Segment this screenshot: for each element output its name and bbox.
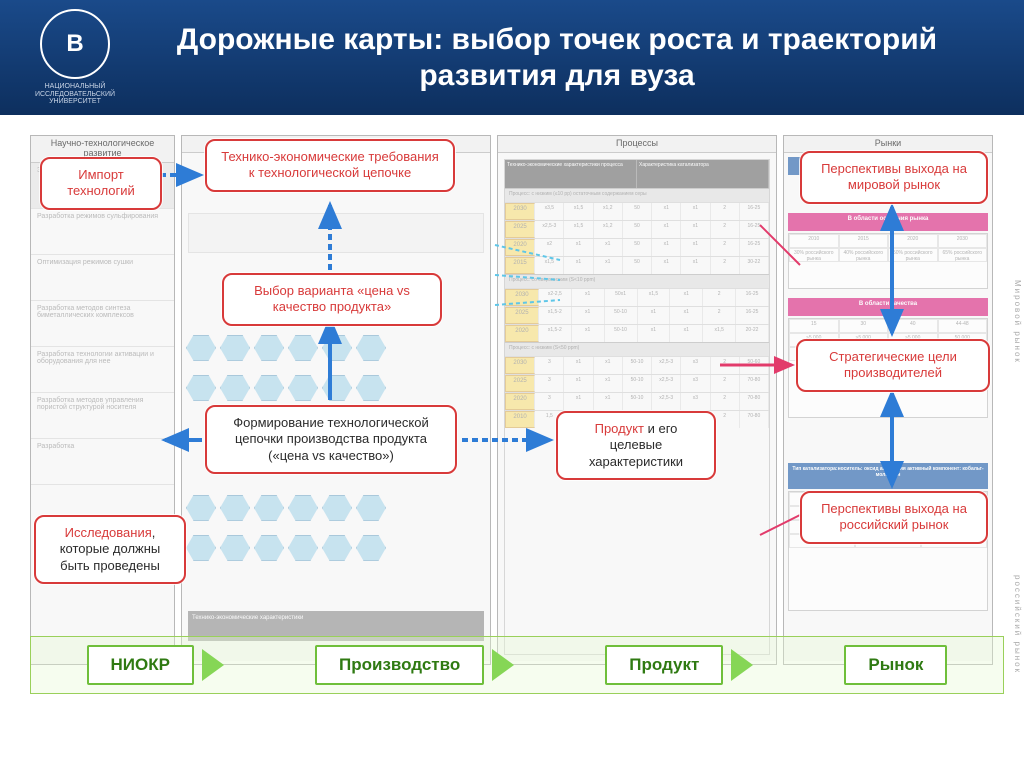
callout-import: Импорт технологий (40, 157, 162, 210)
roadmap-diagram: Научно-технологическое развитие Закупка … (0, 115, 1024, 700)
bg-row: Оптимизация режимов сушки (31, 255, 174, 301)
chevron-right-icon (492, 649, 514, 681)
chevron-right-icon (731, 649, 753, 681)
column-rnd: Научно-технологическое развитие Закупка … (30, 135, 175, 665)
stage-bar: НИОКР Производство Продукт Рынок (30, 636, 1004, 694)
callout-strategic: Стратегические цели производителей (796, 339, 990, 392)
stage-production: Производство (315, 645, 514, 685)
stage-market: Рынок (844, 645, 947, 685)
callout-text-l1: Формирование технологической цепочки про… (233, 415, 428, 446)
callout-tech-econ: Технико-экономические требования к техно… (205, 139, 455, 192)
side-label-world: Мировой рынок (1013, 280, 1022, 364)
mt-section: Процесс: с низким (≤10 pp) остаточным со… (505, 188, 769, 202)
logo-block: В НАЦИОНАЛЬНЫЙ ИССЛЕДОВАТЕЛЬСКИЙ УНИВЕРС… (10, 9, 140, 106)
callout-text: Перспективы выхода на российский рынок (821, 501, 967, 532)
col4-bg: Тип катализатора: цеолитные В области ос… (784, 153, 992, 661)
callout-text: Технико-экономические требования к техно… (221, 149, 439, 180)
mt-head-right: Характеристика катализатора (637, 160, 769, 188)
mt-head-left: Технико-экономические характеристики про… (505, 160, 637, 188)
callout-formation: Формирование технологической цепочки про… (205, 405, 457, 474)
callout-text: Импорт технологий (67, 167, 135, 198)
column-markets: Рынки Тип катализатора: цеолитные В обла… (783, 135, 993, 665)
c4-band-quality: В области качества (788, 298, 988, 316)
bg-row: Разработка режимов сульфирования (31, 209, 174, 255)
roadmap-columns: Научно-технологическое развитие Закупка … (30, 135, 994, 665)
hse-logo-icon: В (40, 9, 110, 79)
stage-label: НИОКР (87, 645, 194, 685)
callout-russian: Перспективы выхода на российский рынок (800, 491, 988, 544)
bg-row: Разработка методов управления пористой с… (31, 393, 174, 439)
col1-bg-rows: Закупка оборудования Разработка режимов … (31, 163, 174, 665)
stage-label: Производство (315, 645, 484, 685)
callout-text-l1: Продукт (595, 421, 644, 436)
callout-choice: Выбор варианта «цена vs качество продукт… (222, 273, 442, 326)
callout-world: Перспективы выхода на мировой рынок (800, 151, 988, 204)
callout-research: Исследования, которые должны быть провед… (34, 515, 186, 584)
mt-section: Процесс: со сверхнизким (S<10 ppm) (505, 274, 769, 288)
c4-band-market: В области освоения рынка (788, 213, 988, 231)
bg-row: Разработка методов синтеза биметаллическ… (31, 301, 174, 347)
side-label-russian: российский рынок (1013, 575, 1022, 674)
stage-label: Продукт (605, 645, 723, 685)
mt-section: Процесс: с низким (S<50 ppm) (505, 342, 769, 356)
callout-text: Выбор варианта «цена vs качество продукт… (254, 283, 410, 314)
logo-letter: В (66, 30, 83, 58)
column-technologies: Технологии Технико-экономические характе… (181, 135, 491, 665)
c4-band-type2: Тип катализатора:носитель: оксид алюмини… (788, 463, 988, 489)
slide-title: Дорожные карты: выбор точек роста и трае… (140, 22, 1014, 94)
bg-row: Разработка (31, 439, 174, 485)
callout-product: Продукт и его целевые характеристики (556, 411, 716, 480)
callout-text-l1: Исследования (65, 525, 152, 540)
stage-label: Рынок (844, 645, 947, 685)
process-table-bg: Технико-экономические характеристики про… (504, 159, 770, 655)
bg-row: Разработка технологии активации и оборуд… (31, 347, 174, 393)
callout-text: Перспективы выхода на мировой рынок (821, 161, 967, 192)
chevron-right-icon (202, 649, 224, 681)
stage-rnd: НИОКР (87, 645, 224, 685)
slide-header: В НАЦИОНАЛЬНЫЙ ИССЛЕДОВАТЕЛЬСКИЙ УНИВЕРС… (0, 0, 1024, 115)
column-processes: Процессы Технико-экономические характери… (497, 135, 777, 665)
col3-header: Процессы (498, 136, 776, 153)
logo-subtitle: НАЦИОНАЛЬНЫЙ ИССЛЕДОВАТЕЛЬСКИЙ УНИВЕРСИТ… (10, 83, 140, 106)
callout-text-l2: («цена vs качество») (268, 448, 394, 463)
stage-product: Продукт (605, 645, 753, 685)
callout-text: Стратегические цели производителей (829, 349, 957, 380)
